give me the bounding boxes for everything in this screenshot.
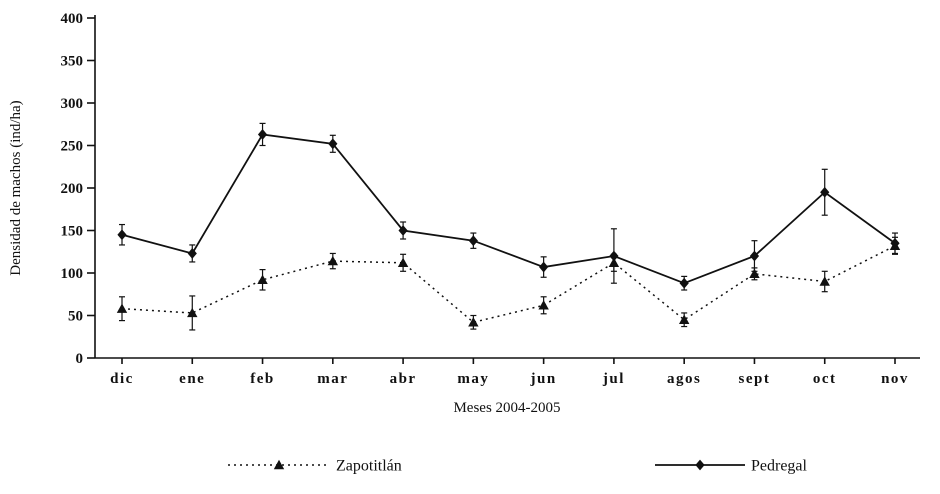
triangle-marker-point [257,274,268,284]
diamond-marker-point [257,129,268,140]
triangle-marker-point [116,303,128,313]
y-tick-label: 250 [61,139,84,155]
y-tick-label: 300 [61,96,84,112]
legend-label: Pedregal [751,458,808,475]
series-line-diamond [121,133,896,285]
triangle-marker-point [397,257,409,267]
diamond-marker-point [468,235,478,247]
x-tick-label: jul [602,371,625,387]
x-tick-label: oct [813,371,837,387]
diamond-marker-point [679,277,689,289]
x-tick-label: feb [250,371,275,387]
diamond-marker-point [187,248,197,259]
x-tick-label: abr [390,371,417,387]
diamond-marker-point [117,229,127,241]
x-tick-label: dic [110,371,134,387]
triangle-marker-point [327,255,339,266]
diamond-marker-point [398,225,408,236]
x-tick-label: nov [881,371,909,387]
x-tick-label: jun [530,371,557,387]
y-axis-title: Densidad de machos (ind/ha) [8,100,24,275]
y-tick-label: 150 [61,224,84,240]
y-tick-label: 100 [61,266,84,282]
legend-label: Zapotitlán [336,458,402,475]
diamond-marker-point [890,237,900,249]
triangle-marker-legend [273,459,285,470]
triangle-marker-point [468,317,479,327]
y-tick-label: 200 [61,181,84,197]
y-tick-label: 400 [61,11,84,27]
x-tick-label: sept [739,371,771,387]
x-tick-label: ene [179,371,205,387]
series-line-triangle [121,245,896,324]
triangle-marker-point [538,300,549,310]
diamond-marker-point [749,250,760,262]
diamond-marker-point [820,186,830,198]
diamond-marker-point [328,138,338,150]
diamond-marker-legend [695,459,705,471]
triangle-marker-point [819,276,830,286]
y-tick-label: 0 [76,351,84,367]
x-axis-title: Meses 2004-2005 [453,400,560,416]
triangle-marker-point [187,307,198,318]
x-tick-label: agos [667,371,701,387]
y-tick-label: 350 [61,54,84,70]
y-tick-label: 50 [68,309,83,325]
diamond-marker-point [609,250,619,262]
x-tick-label: mar [317,371,348,387]
triangle-marker-point [749,268,760,279]
x-tick-label: may [457,371,489,387]
diamond-marker-point [539,261,549,273]
triangle-marker-point [678,314,690,324]
